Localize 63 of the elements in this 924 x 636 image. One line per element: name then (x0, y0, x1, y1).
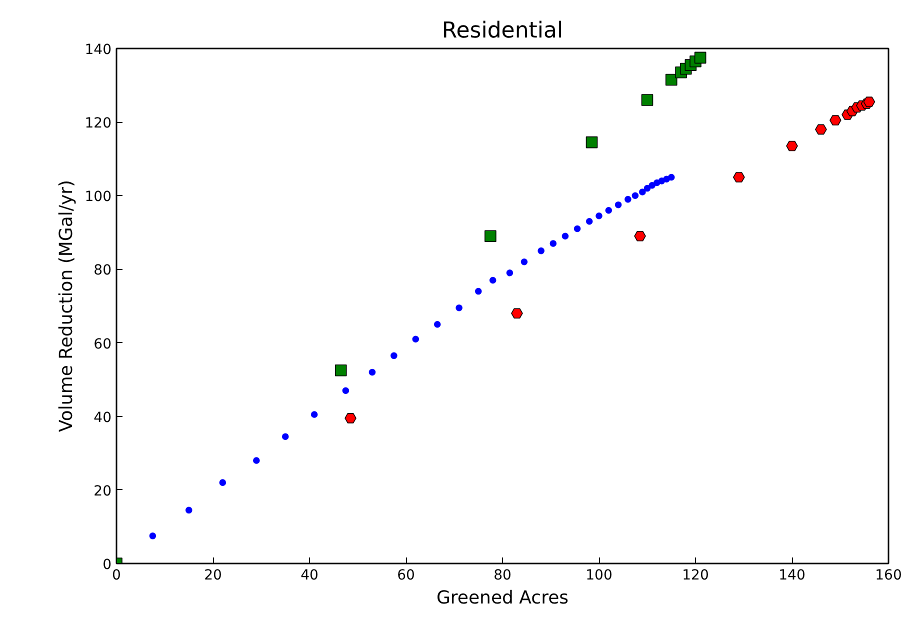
point (634, 230, 646, 242)
point (550, 240, 557, 247)
point (605, 206, 612, 214)
point (644, 184, 651, 192)
point (639, 188, 646, 196)
y-tick-label: 20 (94, 483, 112, 500)
point (390, 352, 398, 360)
point (815, 124, 827, 135)
y-tick-label: 60 (94, 336, 112, 352)
point (506, 270, 514, 276)
x-tick-label: 140 (778, 568, 806, 584)
point (456, 304, 462, 312)
point (342, 387, 350, 394)
chart-title: Residential (442, 18, 564, 44)
point (574, 225, 581, 232)
x-axis-title: Greened Acres (436, 588, 569, 608)
x-tick-label: 100 (586, 568, 612, 584)
point (733, 172, 745, 182)
point (511, 308, 523, 319)
point (474, 288, 482, 295)
y-tick-label: 40 (94, 410, 112, 426)
point (596, 212, 602, 220)
point (665, 74, 678, 86)
point (334, 364, 347, 376)
point (586, 218, 593, 225)
point (538, 247, 544, 254)
x-tick-label: 80 (494, 568, 512, 584)
point (614, 201, 622, 208)
point (648, 182, 656, 189)
point (641, 94, 654, 106)
point (863, 96, 876, 107)
y-tick-label: 140 (84, 42, 112, 58)
point (434, 321, 441, 328)
y-tick-label: 0 (102, 557, 112, 573)
point (632, 192, 639, 200)
point (586, 136, 598, 148)
point (368, 368, 376, 376)
x-tick-label: 60 (397, 568, 415, 584)
point (830, 115, 842, 126)
point (412, 336, 420, 342)
point (219, 479, 226, 486)
point (562, 232, 569, 240)
point (786, 140, 798, 152)
point (310, 411, 318, 418)
point (520, 258, 528, 266)
point (149, 532, 156, 540)
point (624, 196, 632, 203)
x-tick-label: 40 (300, 568, 318, 584)
point (282, 433, 289, 440)
point (694, 52, 706, 64)
y-tick-label: 80 (94, 262, 112, 279)
point (668, 174, 675, 181)
x-tick-label: 160 (875, 568, 902, 584)
y-axis-title: Volume Reduction (MGal/yr) (56, 180, 77, 432)
x-tick-label: 120 (682, 568, 709, 584)
y-tick-label: 100 (84, 189, 112, 206)
point (484, 230, 496, 242)
point (185, 506, 192, 514)
point (489, 276, 496, 284)
point (344, 413, 356, 424)
y-tick-label: 120 (84, 116, 112, 132)
x-tick-label: 20 (204, 568, 222, 584)
point (253, 457, 260, 464)
